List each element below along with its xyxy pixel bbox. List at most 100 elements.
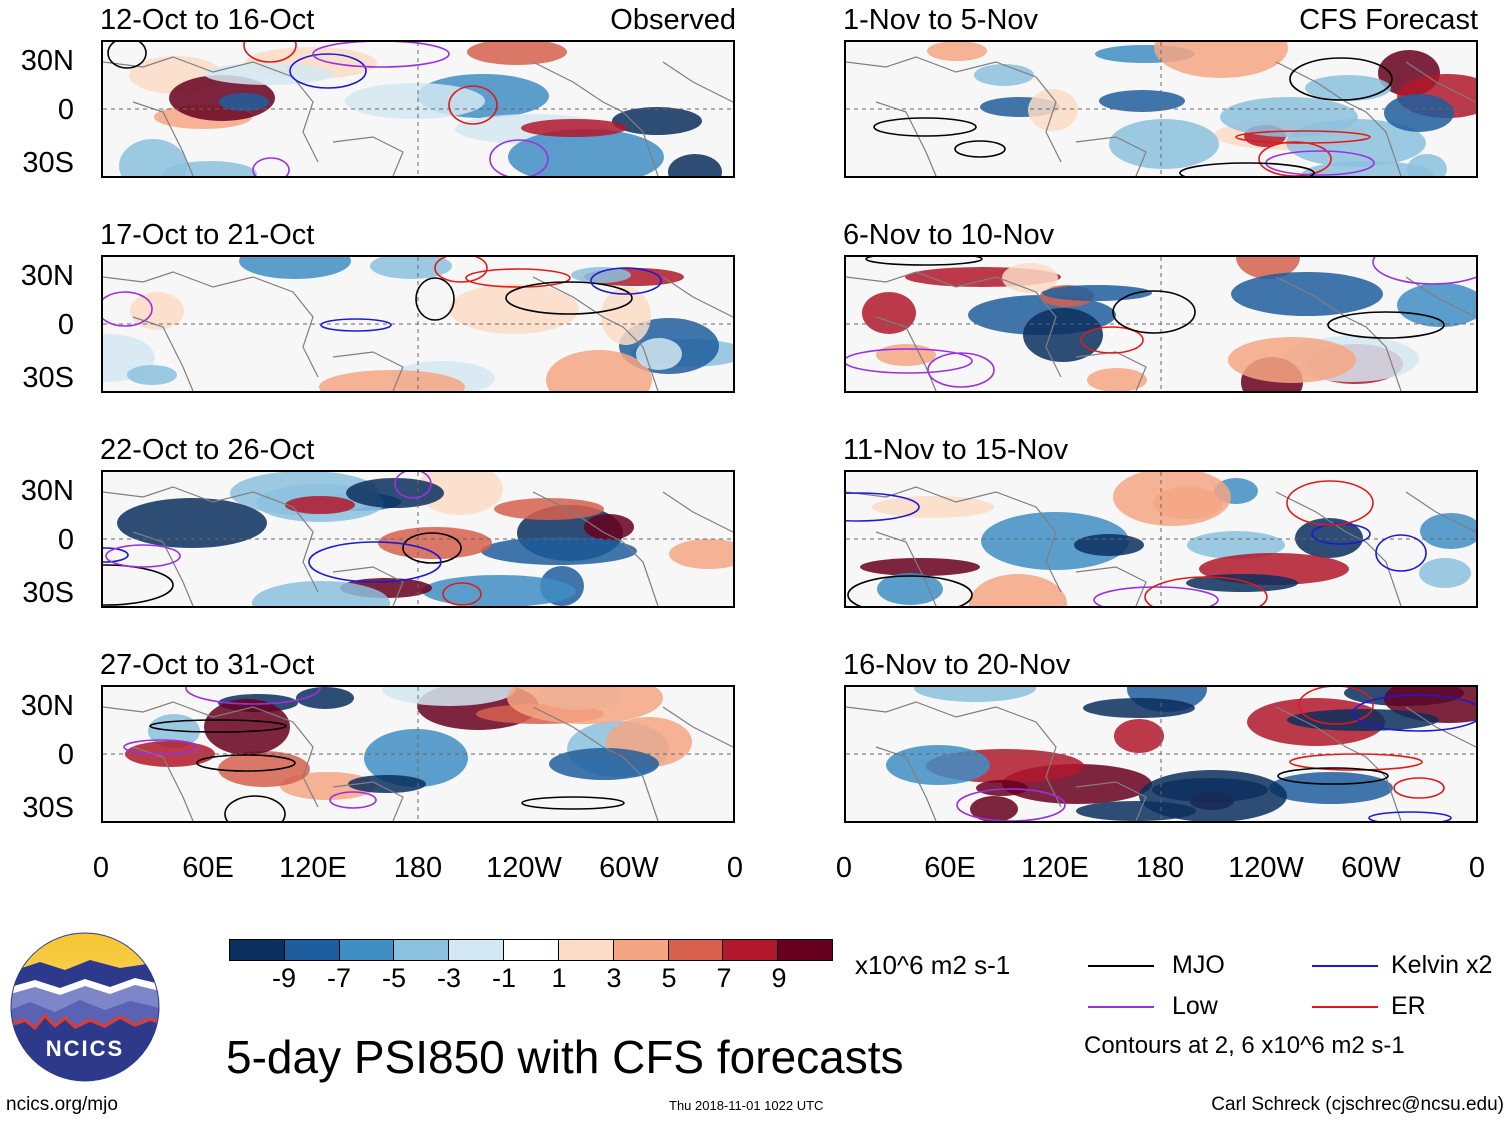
lon-label-fc-120e: 120E bbox=[1021, 852, 1089, 884]
wave-contour bbox=[846, 348, 973, 374]
anomaly-blob bbox=[1231, 272, 1383, 316]
anomaly-blob bbox=[668, 154, 722, 176]
map-field bbox=[103, 42, 733, 176]
map-panel-fc-4 bbox=[844, 685, 1478, 823]
coastline bbox=[332, 566, 404, 606]
coastline bbox=[1275, 276, 1402, 391]
anomaly-blob bbox=[296, 687, 354, 709]
anomaly-blob bbox=[348, 775, 426, 793]
coastline bbox=[532, 706, 659, 821]
wave-contour bbox=[1372, 257, 1476, 285]
lat-label-eq-4: 0 bbox=[57, 739, 74, 771]
wave-contour bbox=[1289, 753, 1423, 771]
colorbar-tick-label: 7 bbox=[716, 963, 732, 993]
anomaly-blob bbox=[549, 748, 659, 780]
wave-contour bbox=[1327, 311, 1445, 339]
coastline bbox=[132, 101, 194, 176]
anomaly-blob bbox=[364, 729, 468, 787]
wave-contour bbox=[465, 268, 571, 288]
map-panel-obs-3 bbox=[101, 470, 735, 608]
wave-contour bbox=[521, 796, 625, 810]
lon-label-fc-120w: 120W bbox=[1228, 852, 1304, 884]
ncics-logo-text: NCICS bbox=[46, 1036, 124, 1061]
anomaly-blob bbox=[417, 472, 503, 515]
anomaly-blob bbox=[1269, 772, 1393, 804]
coastline bbox=[132, 746, 194, 821]
coastline bbox=[1405, 61, 1476, 103]
anomaly-blob bbox=[345, 83, 485, 119]
anomaly-blob bbox=[969, 574, 1067, 606]
anomaly-blob bbox=[1139, 770, 1287, 821]
anomaly-blob bbox=[1384, 94, 1454, 132]
map-panel-fc-1 bbox=[844, 40, 1478, 178]
anomaly-blob bbox=[494, 498, 604, 520]
panel-tag-observed: Observed bbox=[610, 4, 736, 36]
anomaly-blob bbox=[860, 558, 980, 576]
map-panel-fc-3 bbox=[844, 470, 1478, 608]
anomaly-blob bbox=[521, 119, 627, 137]
anomaly-blob bbox=[119, 139, 187, 176]
anomaly-blob bbox=[584, 514, 634, 540]
wave-contour bbox=[415, 277, 455, 321]
coastline bbox=[103, 701, 319, 808]
anomaly-blob bbox=[1099, 90, 1185, 112]
panel-title-fc-3: 11-Nov to 15-Nov bbox=[843, 434, 1069, 466]
wave-contour bbox=[252, 157, 290, 176]
footer-url[interactable]: ncics.org/mjo bbox=[6, 1094, 118, 1115]
panel-title-fc-1: 1-Nov to 5-Nov bbox=[843, 4, 1039, 36]
wave-contour bbox=[243, 42, 297, 63]
anomaly-blob bbox=[507, 687, 663, 724]
wave-contour bbox=[185, 687, 321, 705]
map-panel-obs-1 bbox=[101, 40, 735, 178]
coastline bbox=[332, 136, 404, 176]
anomaly-blob bbox=[422, 575, 576, 606]
wave-contour bbox=[289, 53, 367, 89]
lat-label-30n-1: 30N bbox=[20, 45, 74, 77]
wave-contour bbox=[1093, 586, 1219, 606]
coastline bbox=[875, 531, 937, 606]
lon-label-obs-60w: 60W bbox=[599, 852, 659, 884]
coastline bbox=[662, 61, 733, 103]
colorbar-tick-label: -5 bbox=[381, 963, 406, 993]
wave-contour bbox=[1258, 141, 1332, 176]
anomaly-blob bbox=[117, 498, 267, 548]
anomaly-blob bbox=[1397, 283, 1476, 327]
colorbar-tick-label: 5 bbox=[661, 963, 677, 993]
anomaly-blob bbox=[219, 93, 269, 111]
anomaly-blob bbox=[669, 539, 733, 569]
coastline bbox=[532, 276, 659, 391]
anomaly-blob bbox=[1305, 75, 1391, 101]
anomaly-blob bbox=[285, 496, 355, 514]
anomaly-blob bbox=[378, 527, 492, 559]
anomaly-blob bbox=[370, 257, 452, 279]
lat-label-eq-1: 0 bbox=[57, 94, 74, 126]
lon-label-obs-360: 0 bbox=[726, 852, 744, 884]
anomaly-blob bbox=[877, 573, 943, 605]
map-field bbox=[846, 472, 1476, 606]
coastline bbox=[132, 316, 194, 391]
colorbar-tick-label: 3 bbox=[606, 963, 622, 993]
lat-label-30n-4: 30N bbox=[20, 690, 74, 722]
coastline bbox=[662, 276, 733, 318]
wave-contour bbox=[105, 544, 181, 568]
coastline bbox=[875, 101, 937, 176]
anomaly-blob bbox=[1087, 368, 1147, 391]
lon-label-obs-180: 180 bbox=[393, 852, 443, 884]
anomaly-blob bbox=[1419, 558, 1471, 588]
wave-contour bbox=[149, 719, 287, 733]
coastline bbox=[103, 486, 319, 593]
coastline bbox=[1075, 136, 1147, 176]
lat-label-30s-1: 30S bbox=[22, 147, 74, 179]
anomaly-blob bbox=[546, 350, 652, 391]
colorbar-tick-label: -9 bbox=[271, 963, 296, 993]
anomaly-blob bbox=[1186, 574, 1298, 592]
panel-title-obs-4: 27-Oct to 31-Oct bbox=[100, 649, 315, 681]
anomaly-blob bbox=[927, 42, 987, 61]
anomaly-blob bbox=[127, 365, 177, 385]
colorbar-units: x10^6 m2 s-1 bbox=[855, 950, 1011, 980]
map-panel-obs-2 bbox=[101, 255, 735, 393]
colorbar-swatch bbox=[504, 940, 559, 960]
coastline bbox=[103, 56, 319, 163]
coastline bbox=[1275, 706, 1402, 821]
anomaly-blob bbox=[571, 267, 631, 283]
